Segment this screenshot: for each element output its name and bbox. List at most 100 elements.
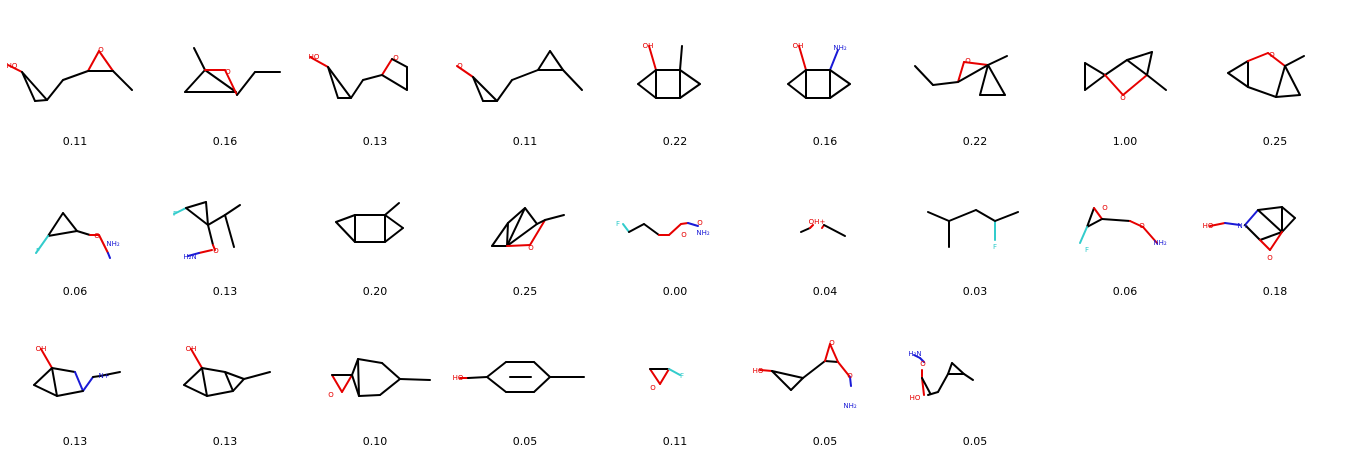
similarity-score: 1.00 [1112, 135, 1138, 148]
atom-label: HO [7, 62, 18, 70]
similarity-score: 0.13 [212, 285, 238, 298]
bond-line [112, 70, 133, 91]
bond-line [802, 360, 826, 379]
bond-line [849, 376, 852, 387]
bond-line [1244, 224, 1261, 241]
similarity-score: 0.22 [962, 135, 988, 148]
molecule-cell: OH N+ 0.13 [0, 300, 150, 450]
molecule-cell: O O NH₂ F 0.06 [1050, 150, 1200, 300]
similarity-score: 0.03 [962, 285, 988, 298]
bond-line [1275, 94, 1301, 98]
bond-line [947, 362, 953, 375]
bond-line [384, 227, 404, 243]
similarity-score: 0.22 [662, 135, 688, 148]
atom-label: O [965, 57, 971, 65]
molecule-cell: OH+ 0.04 [750, 150, 900, 300]
atom-label: O [1139, 222, 1145, 230]
bond-line [327, 66, 339, 99]
bond-line [914, 65, 934, 86]
molecule-structure: OF [649, 368, 684, 392]
similarity-score: 0.13 [362, 135, 388, 148]
similarity-score: 0.13 [212, 435, 238, 448]
atom-label: O [829, 339, 835, 347]
bond-line [1079, 226, 1088, 244]
molecule-cell: HO O 0.11 [0, 0, 150, 150]
atom-label: N+ [1237, 222, 1248, 230]
atom-label: HO [453, 374, 464, 382]
atom-label: O [457, 62, 463, 70]
bond-line [1146, 74, 1167, 91]
bond-line [224, 371, 234, 392]
molecule-structure: F [927, 209, 1019, 251]
atom-label: O [1269, 51, 1275, 59]
bond-line [1129, 220, 1144, 228]
bond-line [957, 61, 965, 83]
bond-line [190, 348, 203, 369]
bond-line [232, 378, 245, 392]
bond-line [1122, 74, 1148, 96]
bond-line [787, 83, 807, 99]
bond-line [207, 214, 226, 226]
bond-line [1209, 222, 1226, 227]
bond-line [829, 343, 839, 363]
molecule-structure: O [456, 50, 583, 102]
bond-line [1104, 74, 1124, 96]
bond-line [456, 65, 474, 78]
similarity-score: 0.04 [812, 285, 838, 298]
bond-line [198, 249, 213, 254]
atom-label: NH₂ [833, 44, 847, 52]
molecule-structure: F O H₂N [173, 201, 241, 261]
molecule-cell: H₂N O HO 0.05 [900, 300, 1050, 450]
bond-line [243, 371, 271, 380]
bond-line [193, 47, 206, 71]
similarity-score: 0.16 [812, 135, 838, 148]
bond-line [472, 76, 498, 102]
bond-line [921, 377, 931, 394]
bond-line [187, 252, 200, 257]
molecule-structure: F O O NH₂ [616, 219, 710, 239]
bond-line [1244, 209, 1259, 226]
molecule-structure: HO O O NH₂ [753, 339, 857, 410]
bond-line [648, 45, 657, 71]
bond-line [335, 221, 356, 243]
bond-line [1247, 86, 1277, 98]
bond-line [1284, 55, 1305, 67]
similarity-score: 0.18 [1262, 285, 1288, 298]
molecule-cell: HO O O NH₂ 0.05 [750, 300, 900, 450]
bond-line [185, 201, 207, 209]
bond-line [963, 373, 974, 381]
molecule-structure: OH N+ [33, 345, 121, 397]
bond-line [379, 378, 401, 396]
bond-line [544, 214, 565, 221]
similarity-score: 0.16 [212, 135, 238, 148]
bond-line [33, 367, 53, 386]
bond-line [787, 69, 807, 85]
bond-line [680, 222, 689, 225]
atom-label: NH₂ [1153, 239, 1167, 247]
atom-label: F [616, 220, 620, 228]
bond-line [837, 361, 851, 378]
bond-line [913, 354, 921, 359]
atom-label: H₂N [908, 350, 921, 358]
bond-line [35, 235, 49, 254]
bond-line [173, 207, 187, 215]
bond-line [800, 227, 811, 233]
molecule-structure: HO O [7, 46, 133, 102]
bond-line [183, 384, 208, 397]
bond-line [637, 69, 657, 85]
bond-line [496, 79, 513, 102]
bond-line [74, 371, 84, 392]
atom-label: HO [1203, 222, 1214, 230]
molecule-structure: H₂N O HO [908, 350, 974, 402]
molecule-cell: O 0.16 [150, 0, 300, 150]
bond-line [809, 224, 814, 229]
bond-line [309, 56, 329, 68]
similarity-score: 0.05 [512, 435, 538, 448]
bond-line [637, 83, 657, 99]
bond-line [7, 64, 23, 73]
bond-line [823, 224, 846, 237]
molecule-cell: O F 0.11 [600, 300, 750, 450]
molecule-structure: HO O [309, 53, 408, 99]
molecule-cell: HO 0.05 [450, 300, 600, 450]
atom-label: O [1267, 254, 1273, 262]
